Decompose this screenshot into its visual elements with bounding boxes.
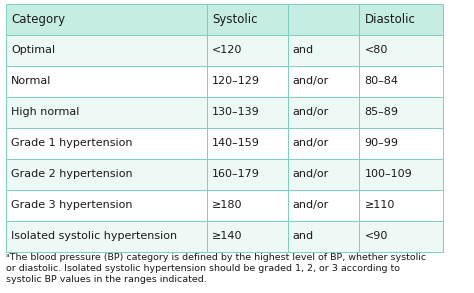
Bar bbox=[207, 4, 288, 35]
Text: 90–99: 90–99 bbox=[365, 138, 399, 148]
Bar bbox=[207, 128, 288, 159]
Bar bbox=[6, 35, 207, 66]
Text: 160–179: 160–179 bbox=[212, 169, 260, 179]
Text: <80: <80 bbox=[365, 45, 388, 55]
Text: <90: <90 bbox=[365, 231, 388, 241]
Bar bbox=[288, 35, 359, 66]
Text: Normal: Normal bbox=[11, 76, 51, 86]
Bar bbox=[359, 159, 443, 190]
Text: 130–139: 130–139 bbox=[212, 107, 260, 117]
Bar bbox=[359, 190, 443, 221]
Text: 85–89: 85–89 bbox=[365, 107, 399, 117]
Text: ≥140: ≥140 bbox=[212, 231, 243, 241]
Bar bbox=[288, 97, 359, 128]
Text: and/or: and/or bbox=[293, 76, 329, 86]
Bar bbox=[359, 97, 443, 128]
Bar bbox=[288, 221, 359, 251]
Bar bbox=[359, 128, 443, 159]
Text: Optimal: Optimal bbox=[11, 45, 55, 55]
Bar bbox=[288, 190, 359, 221]
Bar bbox=[6, 190, 207, 221]
Bar bbox=[207, 97, 288, 128]
Bar bbox=[288, 4, 359, 35]
Bar bbox=[6, 159, 207, 190]
Bar bbox=[288, 128, 359, 159]
Bar bbox=[288, 159, 359, 190]
Bar bbox=[359, 4, 443, 35]
Bar bbox=[207, 221, 288, 251]
Bar bbox=[207, 159, 288, 190]
Text: and: and bbox=[293, 231, 314, 241]
Bar bbox=[359, 35, 443, 66]
Bar bbox=[207, 190, 288, 221]
Bar bbox=[207, 35, 288, 66]
Bar bbox=[359, 221, 443, 251]
Text: and: and bbox=[293, 45, 314, 55]
Text: systolic BP values in the ranges indicated.: systolic BP values in the ranges indicat… bbox=[6, 275, 207, 284]
Text: or diastolic. Isolated systolic hypertension should be graded 1, 2, or 3 accordi: or diastolic. Isolated systolic hyperten… bbox=[6, 264, 400, 273]
Text: Category: Category bbox=[11, 13, 65, 26]
Text: <120: <120 bbox=[212, 45, 242, 55]
Text: Grade 1 hypertension: Grade 1 hypertension bbox=[11, 138, 133, 148]
Bar bbox=[6, 4, 207, 35]
Text: Systolic: Systolic bbox=[212, 13, 257, 26]
Bar bbox=[288, 66, 359, 97]
Text: ≥180: ≥180 bbox=[212, 200, 243, 210]
Text: 120–129: 120–129 bbox=[212, 76, 260, 86]
Text: and/or: and/or bbox=[293, 107, 329, 117]
Bar bbox=[6, 128, 207, 159]
Text: High normal: High normal bbox=[11, 107, 79, 117]
Text: ≥110: ≥110 bbox=[365, 200, 395, 210]
Text: 140–159: 140–159 bbox=[212, 138, 260, 148]
Text: Grade 3 hypertension: Grade 3 hypertension bbox=[11, 200, 133, 210]
Bar bbox=[207, 66, 288, 97]
Text: and/or: and/or bbox=[293, 200, 329, 210]
Bar bbox=[359, 66, 443, 97]
Bar bbox=[6, 221, 207, 251]
Text: 100–109: 100–109 bbox=[365, 169, 412, 179]
Text: Grade 2 hypertension: Grade 2 hypertension bbox=[11, 169, 133, 179]
Bar bbox=[6, 97, 207, 128]
Bar bbox=[6, 66, 207, 97]
Text: 80–84: 80–84 bbox=[365, 76, 399, 86]
Text: and/or: and/or bbox=[293, 138, 329, 148]
Text: and/or: and/or bbox=[293, 169, 329, 179]
Text: Diastolic: Diastolic bbox=[365, 13, 415, 26]
Text: Isolated systolic hypertension: Isolated systolic hypertension bbox=[11, 231, 177, 241]
Text: ᵃThe blood pressure (BP) category is defined by the highest level of BP, whether: ᵃThe blood pressure (BP) category is def… bbox=[6, 253, 426, 263]
